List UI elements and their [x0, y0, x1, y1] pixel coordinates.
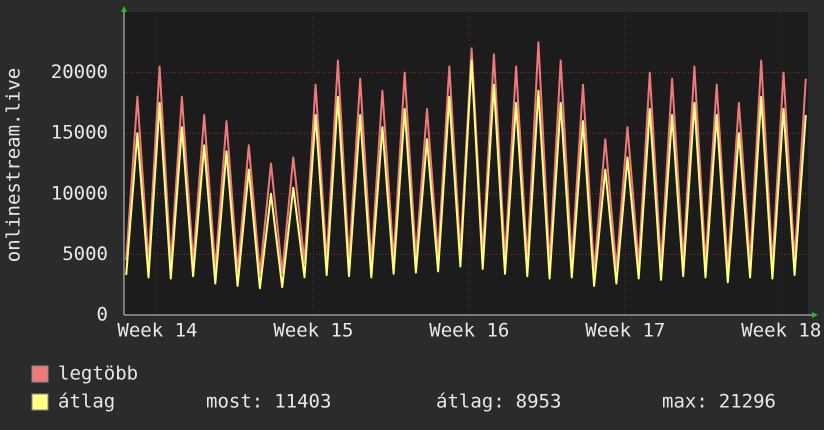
stat-label: most: [206, 391, 263, 413]
x-tick-label: Week 15 [273, 320, 353, 342]
axis-arrow [121, 6, 127, 12]
x-tick-label: Week 17 [585, 320, 665, 342]
stat-value: 11403 [274, 391, 331, 413]
x-tick-label: Week 18 [741, 320, 821, 342]
x-tick-label: Week 16 [429, 320, 509, 342]
y-tick-label: 20000 [51, 61, 108, 83]
axis-arrow [812, 312, 818, 318]
legend-swatch [31, 393, 49, 411]
y-tick-label: 0 [97, 304, 108, 326]
stat-value: 21296 [719, 391, 776, 413]
y-axis-title: onlinestream.live [3, 68, 25, 262]
legend-label: átlag [58, 391, 115, 413]
line-series [125, 59, 807, 290]
stat-label: átlag: [436, 391, 505, 413]
legend-swatch [31, 365, 49, 383]
stat-value: 8953 [516, 391, 562, 413]
y-tick-label: 10000 [51, 182, 108, 204]
stat-label: max: [662, 391, 708, 413]
y-tick-label: 15000 [51, 122, 108, 144]
legend-label: legtöbb [58, 363, 138, 385]
x-tick-label: Week 14 [117, 320, 197, 342]
y-tick-label: 5000 [62, 243, 108, 265]
